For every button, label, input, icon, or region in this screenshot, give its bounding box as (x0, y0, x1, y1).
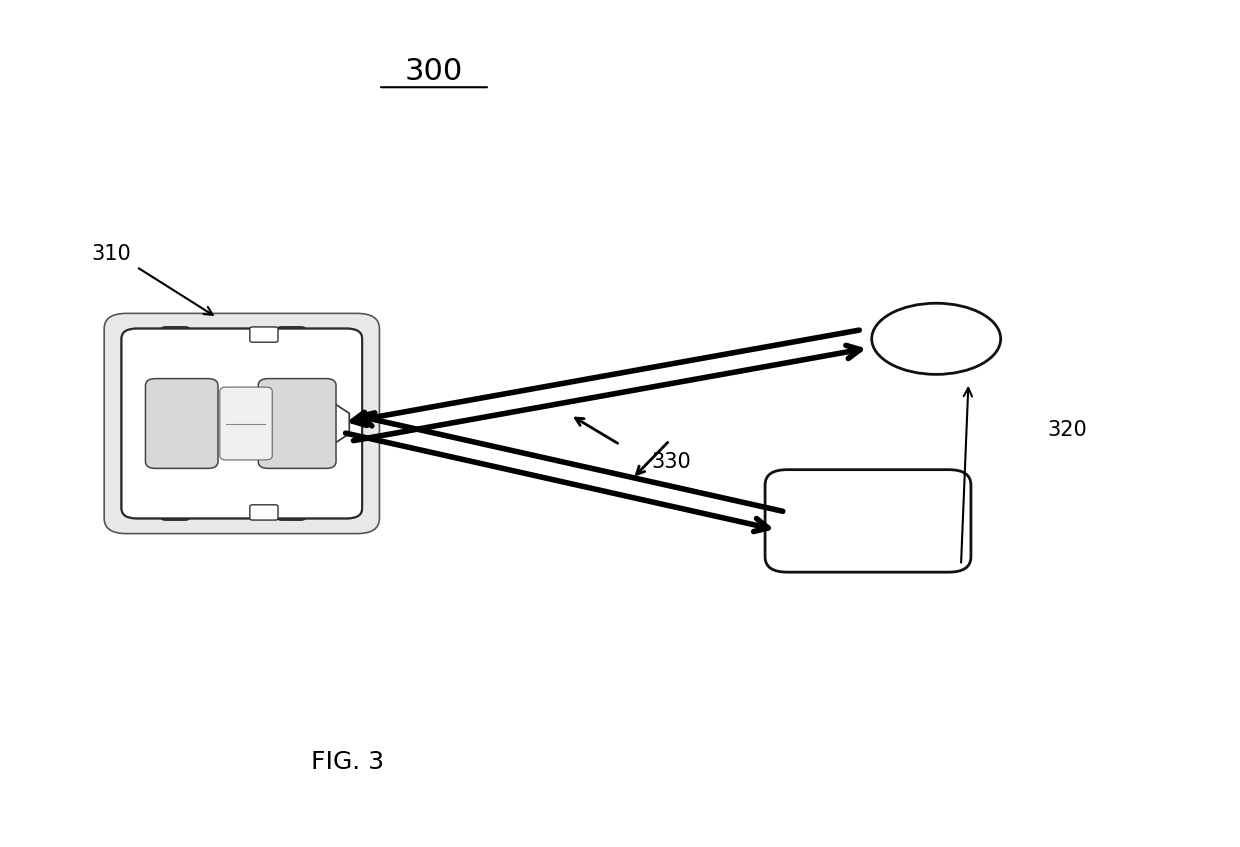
FancyBboxPatch shape (250, 505, 278, 520)
Text: FIG. 3: FIG. 3 (311, 750, 383, 774)
FancyBboxPatch shape (122, 329, 362, 518)
Text: 310: 310 (92, 244, 131, 264)
FancyBboxPatch shape (258, 379, 336, 468)
FancyBboxPatch shape (161, 490, 190, 520)
Text: 300: 300 (405, 58, 463, 86)
FancyBboxPatch shape (250, 327, 278, 342)
FancyBboxPatch shape (145, 379, 218, 468)
FancyBboxPatch shape (122, 329, 362, 518)
FancyBboxPatch shape (104, 313, 379, 534)
FancyBboxPatch shape (765, 469, 971, 573)
Polygon shape (326, 398, 350, 449)
Ellipse shape (872, 303, 1001, 374)
FancyBboxPatch shape (277, 327, 306, 357)
FancyBboxPatch shape (219, 387, 273, 460)
FancyBboxPatch shape (161, 327, 190, 357)
FancyBboxPatch shape (277, 490, 306, 520)
Text: 330: 330 (651, 451, 691, 472)
Text: 320: 320 (1048, 420, 1087, 440)
